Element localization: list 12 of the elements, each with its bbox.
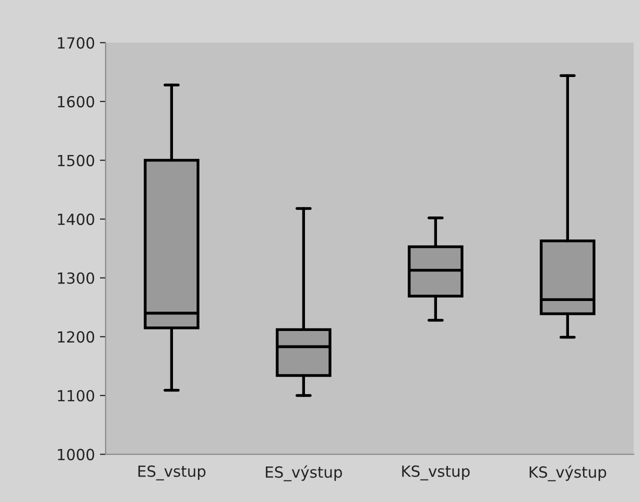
y-tick-label: 1500 xyxy=(58,154,94,166)
y-tick-label: 1100 xyxy=(58,390,94,402)
y-tick-label: 1700 xyxy=(58,37,94,49)
x-tick-label: ES_výstup xyxy=(266,465,342,482)
y-tick-label: 1600 xyxy=(58,96,94,108)
y-tick-label: 1000 xyxy=(58,448,94,460)
x-tick-label: ES_vstup xyxy=(138,465,206,480)
y-tick-label: 1300 xyxy=(58,272,94,284)
x-tick-label: KS_výstup xyxy=(530,465,606,482)
y-tick-label: 1200 xyxy=(58,331,94,343)
y-tick-label: 1400 xyxy=(58,214,94,226)
x-tick-label: KS_vstup xyxy=(402,465,470,480)
